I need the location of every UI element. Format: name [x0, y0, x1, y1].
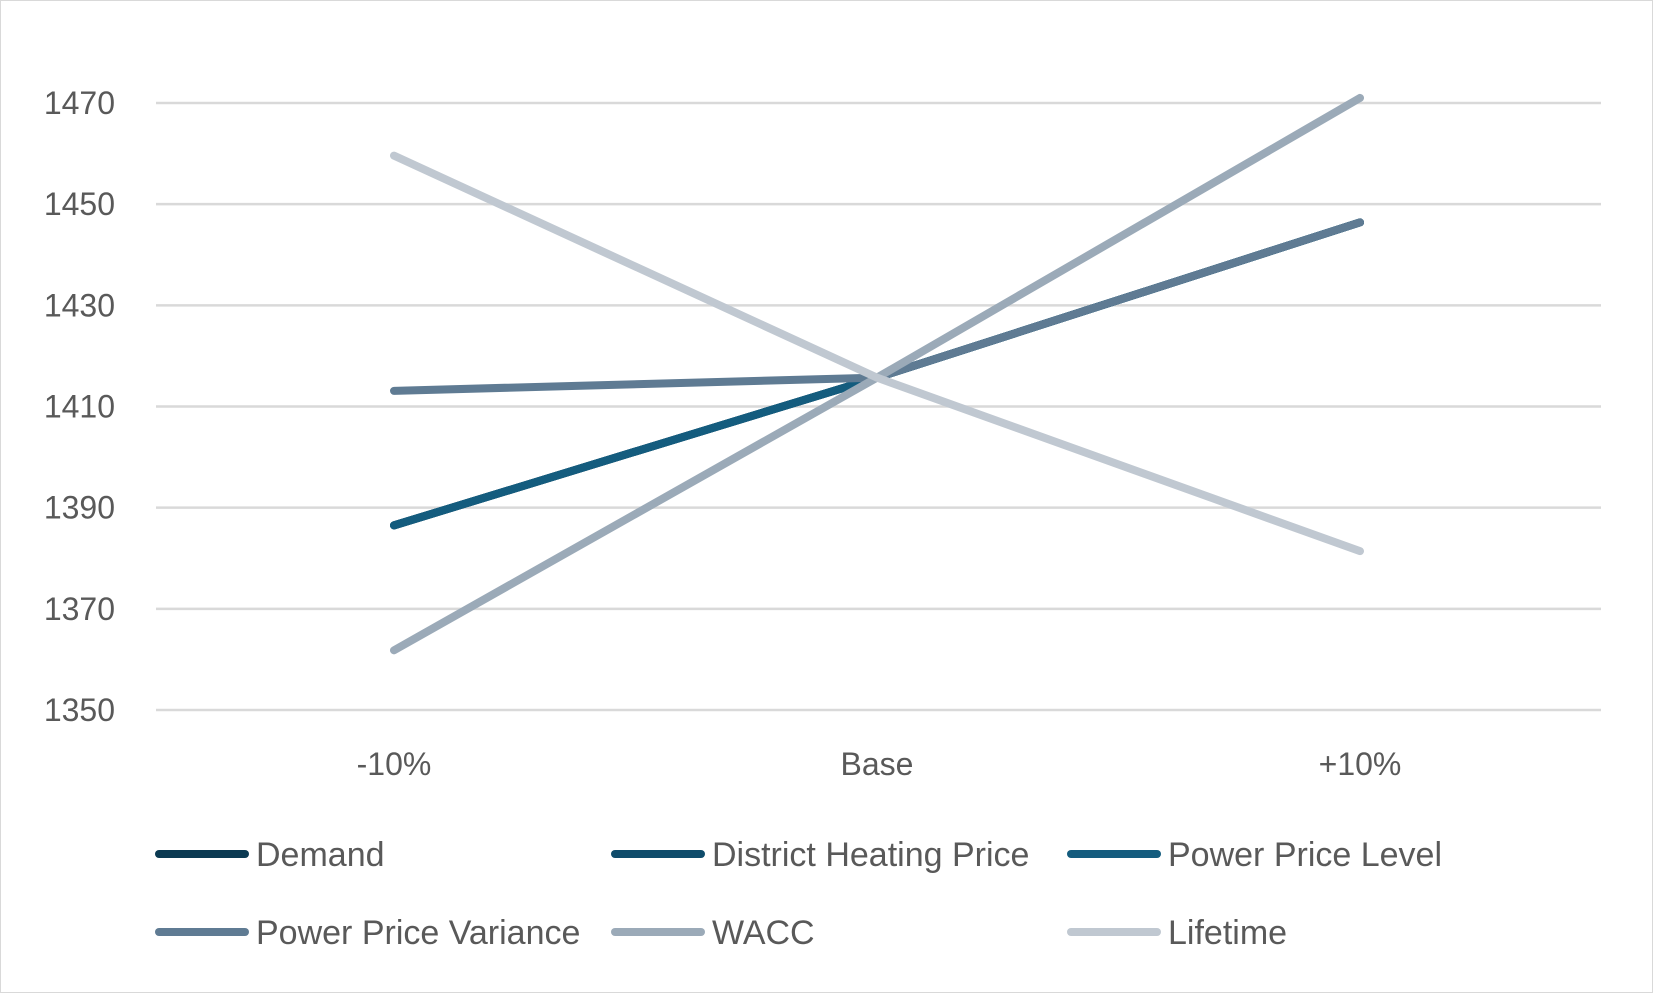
legend-label: Power Price Level — [1168, 836, 1442, 874]
x-tick-label: +10% — [1319, 746, 1402, 782]
series-lines — [390, 93, 1364, 655]
gridlines — [156, 101, 1601, 712]
legend-label: Power Price Variance — [256, 914, 580, 952]
x-tick-label: Base — [841, 746, 914, 782]
series-line-power-price-variance — [390, 218, 1364, 395]
legend-label: Lifetime — [1168, 914, 1287, 952]
y-tick-label: 1370 — [44, 591, 115, 627]
x-tick-label: -10% — [357, 746, 432, 782]
legend: Demand District Heating Price Power Price … — [155, 836, 1442, 952]
y-tick-label: 1450 — [44, 186, 115, 222]
y-tick-label: 1390 — [44, 490, 115, 526]
y-axis-tick-labels: 1350 1370 1390 1410 1430 1450 1470 — [44, 85, 115, 728]
legend-label: District Heating Price — [712, 836, 1029, 874]
y-tick-label: 1410 — [44, 389, 115, 425]
y-tick-label: 1350 — [44, 692, 115, 728]
legend-label: WACC — [712, 914, 815, 952]
series-line-lifetime — [390, 151, 1364, 556]
x-axis-tick-labels: -10% Base +10% — [357, 746, 1402, 782]
legend-label: Demand — [256, 836, 385, 874]
y-tick-label: 1470 — [44, 85, 115, 121]
y-tick-label: 1430 — [44, 287, 115, 323]
